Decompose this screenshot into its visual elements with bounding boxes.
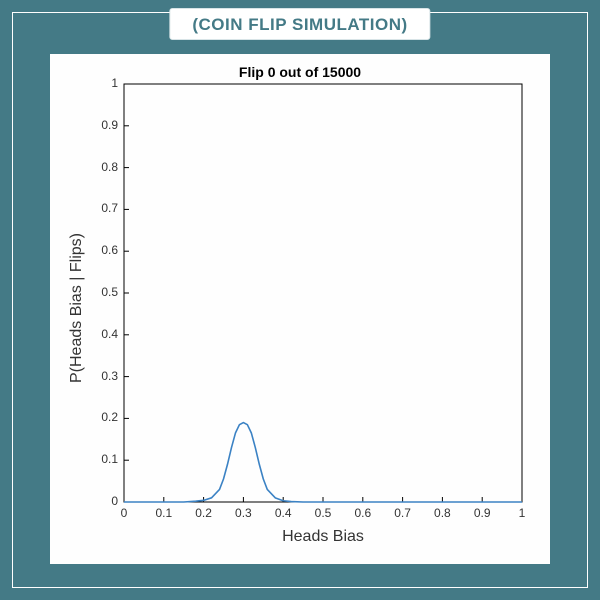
y-tick-label: 0.7 — [101, 201, 118, 215]
x-tick-label: 0.6 — [354, 506, 371, 520]
y-tick-label: 0.6 — [101, 243, 118, 257]
y-tick-label: 0 — [111, 494, 118, 508]
x-tick-label: 1 — [519, 506, 526, 520]
x-tick-label: 0.4 — [275, 506, 292, 520]
chart-card: Flip 0 out of 15000 P(Heads Bias | Flips… — [50, 54, 550, 564]
plot-svg — [124, 84, 522, 502]
chart-title: Flip 0 out of 15000 — [239, 64, 361, 80]
series-line — [124, 423, 522, 502]
y-tick-label: 0.1 — [101, 452, 118, 466]
y-tick-label: 0.3 — [101, 369, 118, 383]
header-pill: (COIN FLIP SIMULATION) — [169, 8, 430, 40]
y-tick-label: 0.9 — [101, 118, 118, 132]
chart-xlabel: Heads Bias — [282, 528, 364, 546]
frame: (COIN FLIP SIMULATION) Flip 0 out of 150… — [0, 0, 600, 600]
y-tick-label: 0.8 — [101, 160, 118, 174]
x-tick-label: 0 — [121, 506, 128, 520]
header-label: (COIN FLIP SIMULATION) — [192, 15, 407, 34]
x-tick-label: 0.5 — [315, 506, 332, 520]
y-tick-label: 0.2 — [101, 410, 118, 424]
chart-ylabel: P(Heads Bias | Flips) — [68, 233, 86, 383]
plot-area — [124, 84, 522, 502]
y-tick-label: 1 — [111, 76, 118, 90]
x-tick-label: 0.8 — [434, 506, 451, 520]
y-tick-label: 0.5 — [101, 285, 118, 299]
x-tick-label: 0.3 — [235, 506, 252, 520]
y-tick-label: 0.4 — [101, 327, 118, 341]
x-tick-label: 0.7 — [394, 506, 411, 520]
x-tick-label: 0.2 — [195, 506, 212, 520]
x-tick-label: 0.9 — [474, 506, 491, 520]
x-tick-label: 0.1 — [155, 506, 172, 520]
